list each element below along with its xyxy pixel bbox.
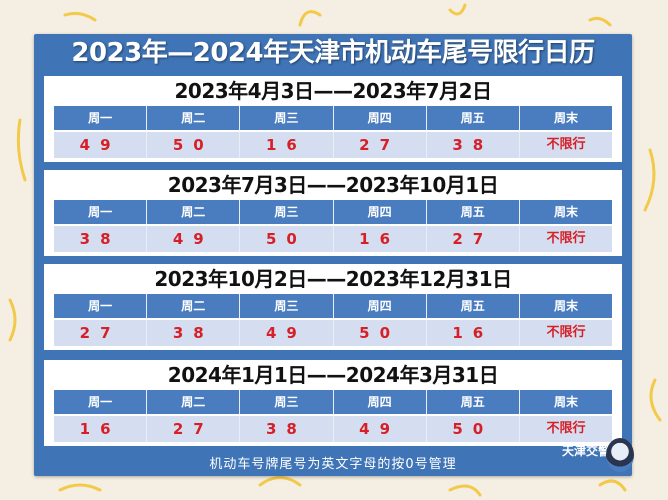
weekday-header-row: 周一 周二 周三 周四 周五 周末 (54, 106, 613, 130)
weekday-header: 周二 (147, 200, 241, 224)
brand-label: 天津交警 (561, 444, 610, 458)
restricted-digits: 49 (147, 226, 241, 252)
weekday-header: 周三 (240, 106, 334, 130)
restriction-row: 27 38 49 50 16 不限行 (54, 318, 613, 346)
restricted-digits: 27 (54, 320, 148, 346)
restricted-digits: 16 (426, 320, 520, 346)
period-section: 2023年4月3日——2023年7月2日 周一 周二 周三 周四 周五 周末 49 50 16 27… (44, 76, 622, 162)
restricted-digits: 49 (240, 320, 334, 346)
restricted-digits: 16 (240, 132, 334, 158)
period-title: 2023年4月3日——2023年7月2日 (174, 79, 493, 103)
weekday-header: 周四 (333, 106, 427, 130)
period-section: 2024年1月1日——2024年3月31日 周一 周二 周三 周四 周五 周末 16 27 38 4… (44, 360, 622, 446)
period-title: 2023年7月3日——2023年10月1日 (167, 173, 499, 197)
weekday-header: 周四 (333, 390, 427, 414)
period-section: 2023年10月2日——2023年12月31日 周一 周二 周三 周四 周五 周末 27 38 4… (44, 264, 622, 350)
restricted-digits: 38 (54, 226, 148, 252)
weekday-header: 周一 (54, 390, 148, 414)
restricted-digits: 38 (426, 132, 520, 158)
weekday-header: 周五 (426, 106, 520, 130)
restriction-row: 16 27 38 49 50 不限行 (54, 414, 613, 442)
restricted-digits: 49 (333, 416, 427, 442)
restricted-digits: 27 (147, 416, 241, 442)
calendar-panel: 2023年—2024年天津市机动车尾号限行日历 2023年4月3日——2023年… (34, 34, 634, 476)
restricted-digits: 50 (333, 320, 427, 346)
police-mascot-icon (606, 438, 634, 472)
restricted-digits: 不限行 (519, 226, 613, 252)
restricted-digits: 50 (147, 132, 241, 158)
restricted-digits: 38 (240, 416, 334, 442)
restricted-digits: 不限行 (519, 416, 613, 442)
restricted-digits: 不限行 (519, 320, 613, 346)
restricted-digits: 16 (333, 226, 427, 252)
weekday-header: 周末 (519, 294, 613, 318)
restriction-row: 38 49 50 16 27 不限行 (54, 224, 613, 252)
restricted-digits: 27 (333, 132, 427, 158)
restricted-digits: 16 (54, 416, 148, 442)
weekday-header: 周一 (54, 106, 148, 130)
weekday-header: 周三 (240, 390, 334, 414)
period-section: 2023年7月3日——2023年10月1日 周一 周二 周三 周四 周五 周末 38 49 50 1… (44, 170, 622, 256)
weekday-header: 周一 (54, 294, 148, 318)
weekday-header: 周五 (426, 200, 520, 224)
weekday-header: 周三 (240, 294, 334, 318)
weekday-header: 周末 (519, 390, 613, 414)
weekday-header: 周二 (147, 294, 241, 318)
restricted-digits: 不限行 (519, 132, 613, 158)
weekday-header: 周三 (240, 200, 334, 224)
restriction-row: 49 50 16 27 38 不限行 (54, 130, 613, 158)
weekday-header: 周末 (519, 106, 613, 130)
weekday-header: 周四 (333, 294, 427, 318)
weekday-header: 周末 (519, 200, 613, 224)
weekday-header-row: 周一 周二 周三 周四 周五 周末 (54, 200, 613, 224)
footer-note: 机动车号牌尾号为英文字母的按0号管理 (209, 457, 457, 472)
restricted-digits: 27 (426, 226, 520, 252)
restricted-digits: 38 (147, 320, 241, 346)
weekday-header: 周四 (333, 200, 427, 224)
restricted-digits: 49 (54, 132, 148, 158)
weekday-header: 周二 (147, 390, 241, 414)
weekday-header-row: 周一 周二 周三 周四 周五 周末 (54, 390, 613, 414)
weekday-header-row: 周一 周二 周三 周四 周五 周末 (54, 294, 613, 318)
page-title: 2023年—2024年天津市机动车尾号限行日历 (71, 38, 595, 68)
weekday-header: 周五 (426, 294, 520, 318)
restricted-digits: 50 (240, 226, 334, 252)
weekday-header: 周一 (54, 200, 148, 224)
weekday-header: 周五 (426, 390, 520, 414)
period-title: 2023年10月2日——2023年12月31日 (154, 267, 512, 291)
restricted-digits: 50 (426, 416, 520, 442)
weekday-header: 周二 (147, 106, 241, 130)
period-title: 2024年1月1日——2024年3月31日 (167, 363, 499, 387)
